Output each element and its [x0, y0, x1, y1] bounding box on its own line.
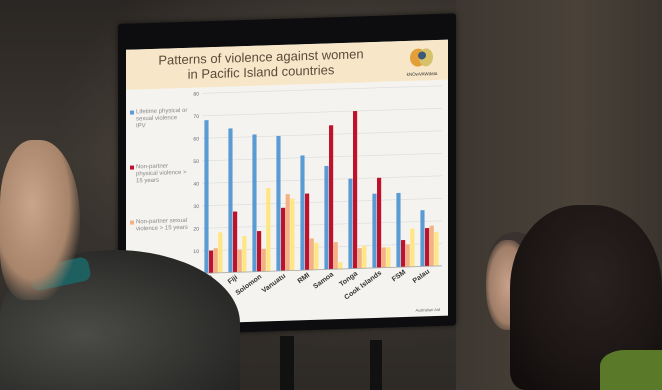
bar	[357, 248, 362, 269]
bar	[257, 231, 262, 272]
legend-swatch	[130, 220, 134, 225]
legend-label: Non-partner sexual violence > 15 years	[136, 217, 188, 233]
tv-stand-right	[370, 340, 382, 390]
bar	[333, 242, 338, 270]
bar	[309, 238, 314, 270]
bar	[338, 262, 343, 270]
x-tick-label: RMI	[297, 272, 312, 285]
bar	[266, 187, 271, 272]
bar	[396, 192, 401, 268]
bar	[386, 247, 391, 268]
y-tick-label: 30	[193, 204, 199, 210]
legend-label: Lifetime physical or sexual violence IPV	[136, 107, 188, 130]
bar	[242, 235, 247, 273]
raised-hand	[0, 140, 80, 300]
y-tick-label: 60	[193, 136, 199, 142]
bar	[410, 228, 415, 267]
bar	[420, 210, 425, 267]
y-tick-label: 80	[193, 91, 199, 97]
bar	[314, 242, 319, 270]
bar	[381, 247, 386, 268]
bar	[329, 125, 334, 270]
knowvawdata-logo: kNOwVAWdata	[402, 44, 442, 79]
bar	[362, 245, 367, 269]
bar	[353, 110, 358, 269]
x-tick-label: Fiji	[227, 274, 239, 286]
legend-swatch	[130, 110, 134, 115]
bar	[276, 135, 281, 272]
y-tick-label: 40	[193, 181, 199, 187]
legend-item: Lifetime physical or sexual violence IPV	[130, 108, 188, 131]
bar	[434, 232, 439, 267]
bar	[209, 250, 214, 274]
x-axis	[202, 265, 442, 274]
x-tick-label: FSM	[391, 269, 407, 284]
tv-stand-left	[280, 336, 294, 390]
gridline	[202, 175, 442, 184]
logo-text: kNOwVAWdata	[407, 71, 438, 77]
bar	[372, 193, 377, 269]
bar	[425, 227, 430, 267]
legend-item: Non-partner sexual violence > 15 years	[130, 218, 188, 234]
gridline	[202, 85, 442, 94]
bar	[252, 134, 257, 272]
x-tick-label: Samoa	[312, 271, 335, 290]
green-clothing	[600, 350, 662, 390]
legend-item: Non-partner physical violence > 15 years	[130, 163, 188, 186]
x-tick-label: Solomon	[235, 273, 264, 297]
footer-logo-text: Australian Aid	[415, 306, 440, 313]
y-tick-label: 70	[193, 114, 199, 120]
bar	[405, 244, 410, 267]
slide-title: Patterns of violence against women in Pa…	[136, 46, 386, 84]
bar	[237, 249, 242, 273]
x-tick-label: Palau	[412, 268, 431, 285]
bar	[204, 120, 209, 274]
bar	[324, 165, 329, 270]
y-tick-label: 50	[193, 159, 199, 165]
gridline	[202, 220, 442, 229]
gridline	[202, 130, 442, 139]
bar	[401, 239, 406, 268]
legend-swatch	[130, 165, 134, 170]
bar	[348, 178, 353, 269]
y-tick-label: 20	[193, 226, 199, 232]
gridline	[202, 198, 442, 207]
bar	[228, 128, 233, 273]
y-tick-label: 10	[193, 249, 199, 255]
x-tick-label: Vanuatu	[261, 273, 287, 295]
bar-chart: 01020304050607080KiribatiFijiSolomonVanu…	[191, 85, 442, 301]
bar	[261, 248, 266, 272]
bar	[377, 177, 382, 268]
bar	[281, 207, 286, 271]
gridline	[202, 108, 442, 117]
bar	[305, 193, 310, 271]
bar	[233, 211, 238, 273]
bar	[300, 155, 305, 271]
bar	[218, 232, 223, 273]
legend-label: Non-partner physical violence > 15 years	[136, 163, 187, 185]
bar	[290, 198, 295, 271]
slide-title-bar: Patterns of violence against women in Pa…	[126, 39, 448, 90]
bar	[429, 225, 434, 267]
bar	[213, 248, 218, 273]
bar	[285, 194, 290, 271]
gridline	[202, 153, 442, 162]
